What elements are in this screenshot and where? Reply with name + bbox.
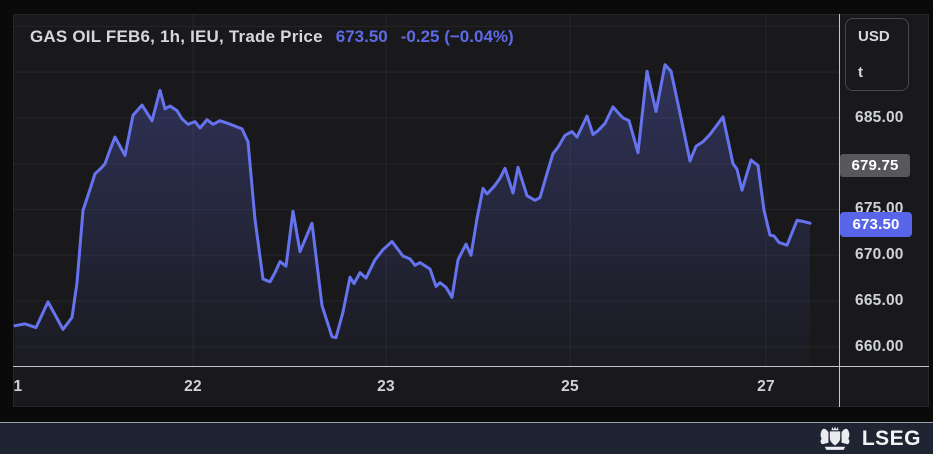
instrument-title: GAS OIL FEB6, 1h, IEU, Trade Price: [30, 27, 323, 46]
unit-box: USD t: [845, 18, 909, 91]
price-axis-label: 685.00: [855, 108, 904, 126]
last-price-value: 673.50: [335, 27, 388, 46]
price-axis-label: 660.00: [855, 337, 904, 355]
time-axis-label: 25: [561, 378, 579, 395]
time-axis-label: 27: [757, 378, 775, 395]
session-price-badge: 679.75: [840, 154, 910, 178]
time-axis[interactable]: 1 22 23 25 27: [13, 367, 839, 407]
price-axis[interactable]: 685.00 675.00 670.00 665.00 660.00 679.75 673.…: [839, 14, 933, 407]
instrument-header: GAS OIL FEB6, 1h, IEU, Trade Price 673.5…: [30, 27, 514, 47]
area-fill: [15, 64, 810, 367]
time-axis-label: 1: [13, 378, 23, 395]
price-axis-label: 670.00: [855, 246, 904, 264]
unit-currency: USD: [858, 28, 890, 45]
time-axis-label: 22: [184, 378, 202, 395]
footer-bar: LSEG: [0, 422, 933, 454]
lseg-crest-icon: [820, 426, 850, 450]
lseg-wordmark: LSEG: [861, 427, 921, 450]
price-line: [13, 63, 812, 340]
last-price-badge: 673.50: [840, 212, 912, 238]
price-axis-label: 665.00: [855, 292, 904, 309]
unit-measure: t: [858, 64, 863, 81]
time-axis-label: 23: [377, 378, 395, 395]
price-change-value: -0.25 (−0.04%): [400, 27, 514, 46]
